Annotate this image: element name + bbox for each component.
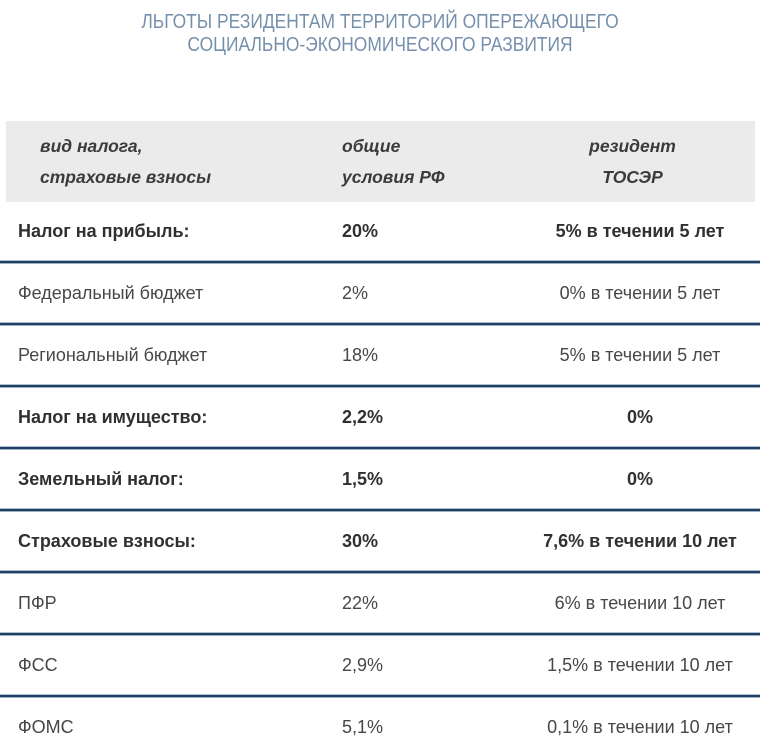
table-row: ФСС 2,9% 1,5% в течении 10 лет (0, 636, 760, 694)
general-rate-cell: 5,1% (342, 716, 384, 737)
header-tax-type-line-1: вид налога, (40, 135, 143, 156)
row-separator (0, 322, 760, 326)
header-resident-tocer-line-2: ТОСЭР (602, 166, 663, 187)
page-title: ЛЬГОТЫ РЕЗИДЕНТАМ ТЕРРИТОРИЙ ОПЕРЕЖАЮЩЕГ… (49, 0, 710, 57)
header-general-conditions: общие условия РФ (324, 131, 520, 193)
resident-rate-cell: 0% (626, 468, 653, 489)
resident-rate-cell: 5% в течении 5 лет (559, 344, 721, 365)
general-rate-cell: 2% (342, 282, 369, 303)
row-separator (0, 446, 760, 450)
general-rate-cell: 2,9% (342, 654, 384, 675)
row-separator (0, 508, 760, 512)
tax-name-cell: Налог на имущество: (18, 406, 208, 427)
row-separator (0, 694, 760, 698)
table-row: ПФР 22% 6% в течении 10 лет (0, 574, 760, 632)
general-rate-cell: 30% (342, 530, 379, 551)
tax-name-cell: ФОМС (18, 716, 74, 737)
general-rate-cell: 1,5% (342, 468, 384, 489)
title-line-2: СОЦИАЛЬНО-ЭКОНОМИЧЕСКОГО РАЗВИТИЯ (187, 34, 573, 56)
general-rate-cell: 22% (342, 592, 379, 613)
table-row: ФОМС 5,1% 0,1% в течении 10 лет (0, 698, 760, 756)
table-row: Федеральный бюджет 2% 0% в течении 5 лет (0, 264, 760, 322)
header-tax-type: вид налога, страховые взносы (6, 131, 324, 193)
resident-rate-cell: 0% в течении 5 лет (559, 282, 721, 303)
header-general-conditions-line-2: условия РФ (342, 166, 445, 187)
tax-name-cell: ФСС (18, 654, 58, 675)
table-body: Налог на прибыль: 20% 5% в течении 5 лет Фе… (0, 202, 760, 756)
resident-rate-cell: 0,1% в течении 10 лет (547, 716, 733, 737)
resident-rate-cell: 1,5% в течении 10 лет (547, 654, 733, 675)
tax-name-cell: Земельный налог: (18, 468, 184, 489)
resident-rate-cell: 5% в течении 5 лет (555, 220, 725, 241)
tax-name-cell: ПФР (18, 592, 57, 613)
table-header: вид налога, страховые взносы общие услов… (6, 121, 755, 202)
header-resident-tocer: резидент ТОСЭР (520, 131, 755, 193)
resident-rate-cell: 6% в течении 10 лет (554, 592, 726, 613)
tax-name-cell: Региональный бюджет (18, 344, 208, 365)
table-row: Налог на имущество: 2,2% 0% (0, 388, 760, 446)
tax-name-cell: Страховые взносы: (18, 530, 196, 551)
tax-name-cell: Налог на прибыль: (18, 220, 190, 241)
table-row: Земельный налог: 1,5% 0% (0, 450, 760, 508)
general-rate-cell: 18% (342, 344, 379, 365)
resident-rate-cell: 0% (626, 406, 653, 427)
resident-rate-cell: 7,6% в течении 10 лет (543, 530, 737, 551)
general-rate-cell: 20% (342, 220, 379, 241)
row-separator (0, 632, 760, 636)
row-separator (0, 570, 760, 574)
row-separator (0, 260, 760, 264)
general-rate-cell: 2,2% (342, 406, 384, 427)
header-resident-tocer-line-1: резидент (589, 135, 676, 156)
table-row: Страховые взносы: 30% 7,6% в течении 10 ле… (0, 512, 760, 570)
table-row: Региональный бюджет 18% 5% в течении 5 лет (0, 326, 760, 384)
header-general-conditions-line-1: общие (342, 135, 401, 156)
title-line-1: ЛЬГОТЫ РЕЗИДЕНТАМ ТЕРРИТОРИЙ ОПЕРЕЖАЮЩЕГ… (141, 11, 619, 33)
row-separator (0, 384, 760, 388)
header-tax-type-line-2: страховые взносы (40, 166, 212, 187)
table-row: Налог на прибыль: 20% 5% в течении 5 лет (0, 202, 760, 260)
tax-name-cell: Федеральный бюджет (18, 282, 204, 303)
